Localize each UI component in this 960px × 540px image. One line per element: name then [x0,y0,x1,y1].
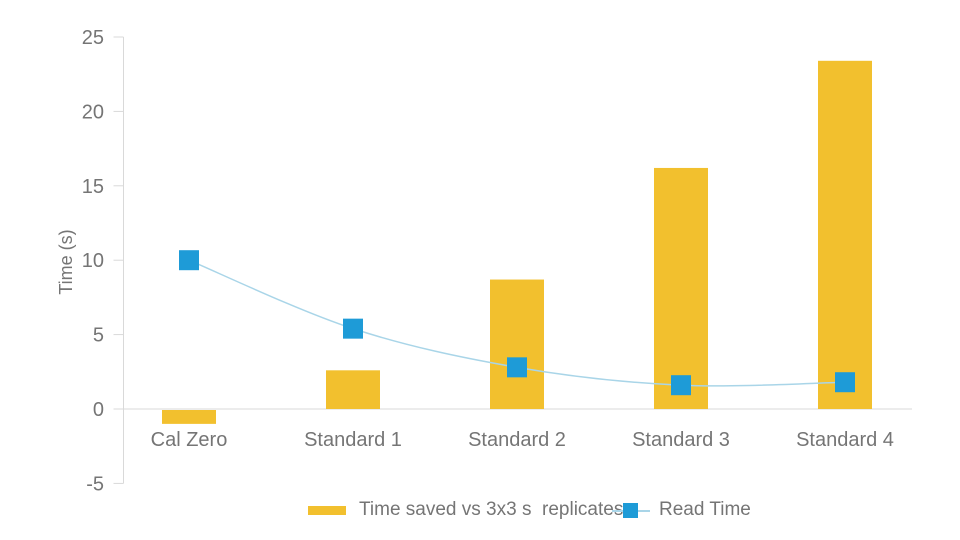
bar-series-swatch-icon [308,505,346,515]
x-axis-label: Cal Zero [151,429,228,451]
bar-standard-3 [654,167,708,409]
y-axis-tick-label: 25 [82,27,104,49]
chart-legend: Time saved vs 3x3 s replicates Read Time [0,498,960,526]
legend-label-time-saved: Time saved vs 3x3 s replicates [359,499,624,520]
x-axis-label: Standard 3 [632,429,730,451]
read-time-marker-standard-1 [343,318,363,339]
legend-item-read-time: Read Time [612,498,751,522]
legend-item-time-saved: Time saved vs 3x3 s replicates [308,498,623,522]
read-time-marker-standard-4 [835,372,855,393]
line-series-swatch-icon [612,502,650,518]
y-axis-title: Time (s) [56,229,76,294]
bar-standard-2 [490,279,544,409]
x-axis-label: Standard 4 [796,429,894,451]
y-axis-tick-label: 5 [93,325,104,347]
read-time-marker-cal-zero [179,250,199,271]
y-axis-tick-label: -5 [86,473,104,495]
y-axis-tick-label: 15 [82,176,104,198]
bar-standard-1 [326,370,380,409]
read-time-marker-standard-3 [671,375,691,396]
y-axis-tick-label: 10 [82,250,104,272]
legend-label-read-time: Read Time [659,499,751,520]
bar-standard-4 [818,60,872,410]
x-axis-label: Standard 1 [304,429,402,451]
y-axis-tick-label: 0 [93,399,104,421]
x-axis-label: Standard 2 [468,429,566,451]
bar-cal-zero [162,410,216,424]
chart-plot-area: 25 20 15 10 5 0 -5 Cal Zero Standard 1 Standard 2… [82,27,912,495]
read-time-marker-standard-2 [507,357,527,378]
y-axis-tick-label: 20 [82,101,104,123]
